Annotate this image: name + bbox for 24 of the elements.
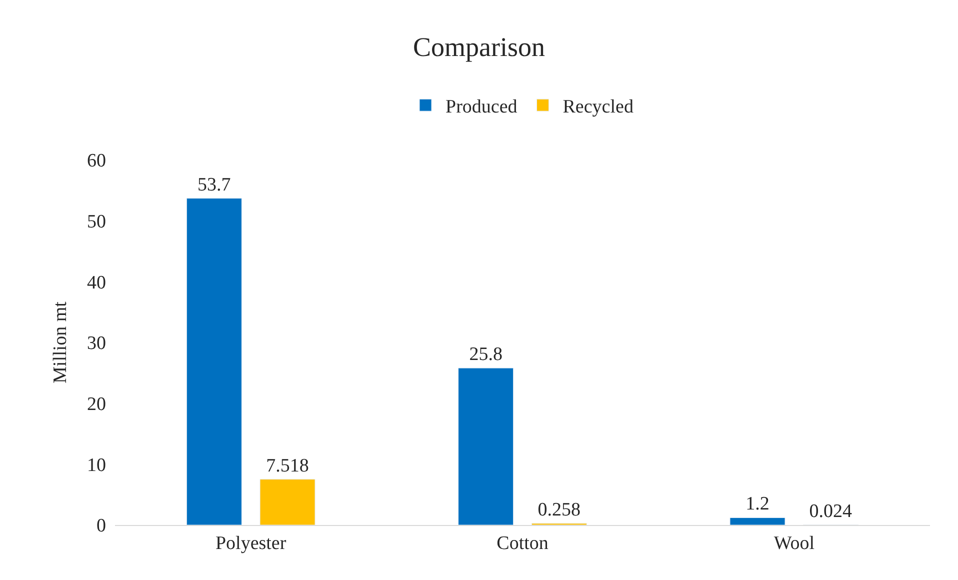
y-tick-label: 10: [87, 454, 106, 476]
data-label: 0.024: [809, 500, 852, 522]
y-tick-label: 40: [87, 272, 106, 294]
y-tick-label: 50: [87, 211, 106, 232]
x-tick-label: Cotton: [496, 532, 549, 554]
data-label: 0.258: [538, 499, 581, 520]
y-tick-label: 0: [96, 516, 106, 537]
y-tick-label: 60: [87, 150, 106, 172]
chart-title: Comparison: [413, 32, 546, 62]
data-label: 25.8: [469, 344, 502, 366]
x-tick-label: Polyester: [215, 532, 287, 554]
legend-label: Produced: [446, 96, 518, 118]
data-label: 7.518: [266, 455, 309, 476]
y-tick-label: 20: [87, 394, 106, 415]
data-label: 53.7: [198, 174, 231, 196]
x-tick-label: Wool: [774, 532, 815, 554]
bar: [730, 517, 786, 525]
bar: [186, 198, 242, 525]
legend-label: Recycled: [562, 96, 634, 118]
y-axis-title: Million mt: [50, 300, 71, 384]
data-label: 1.2: [746, 494, 770, 515]
y-tick-label: 30: [87, 333, 106, 354]
bar: [260, 479, 316, 525]
bar: [458, 368, 514, 525]
